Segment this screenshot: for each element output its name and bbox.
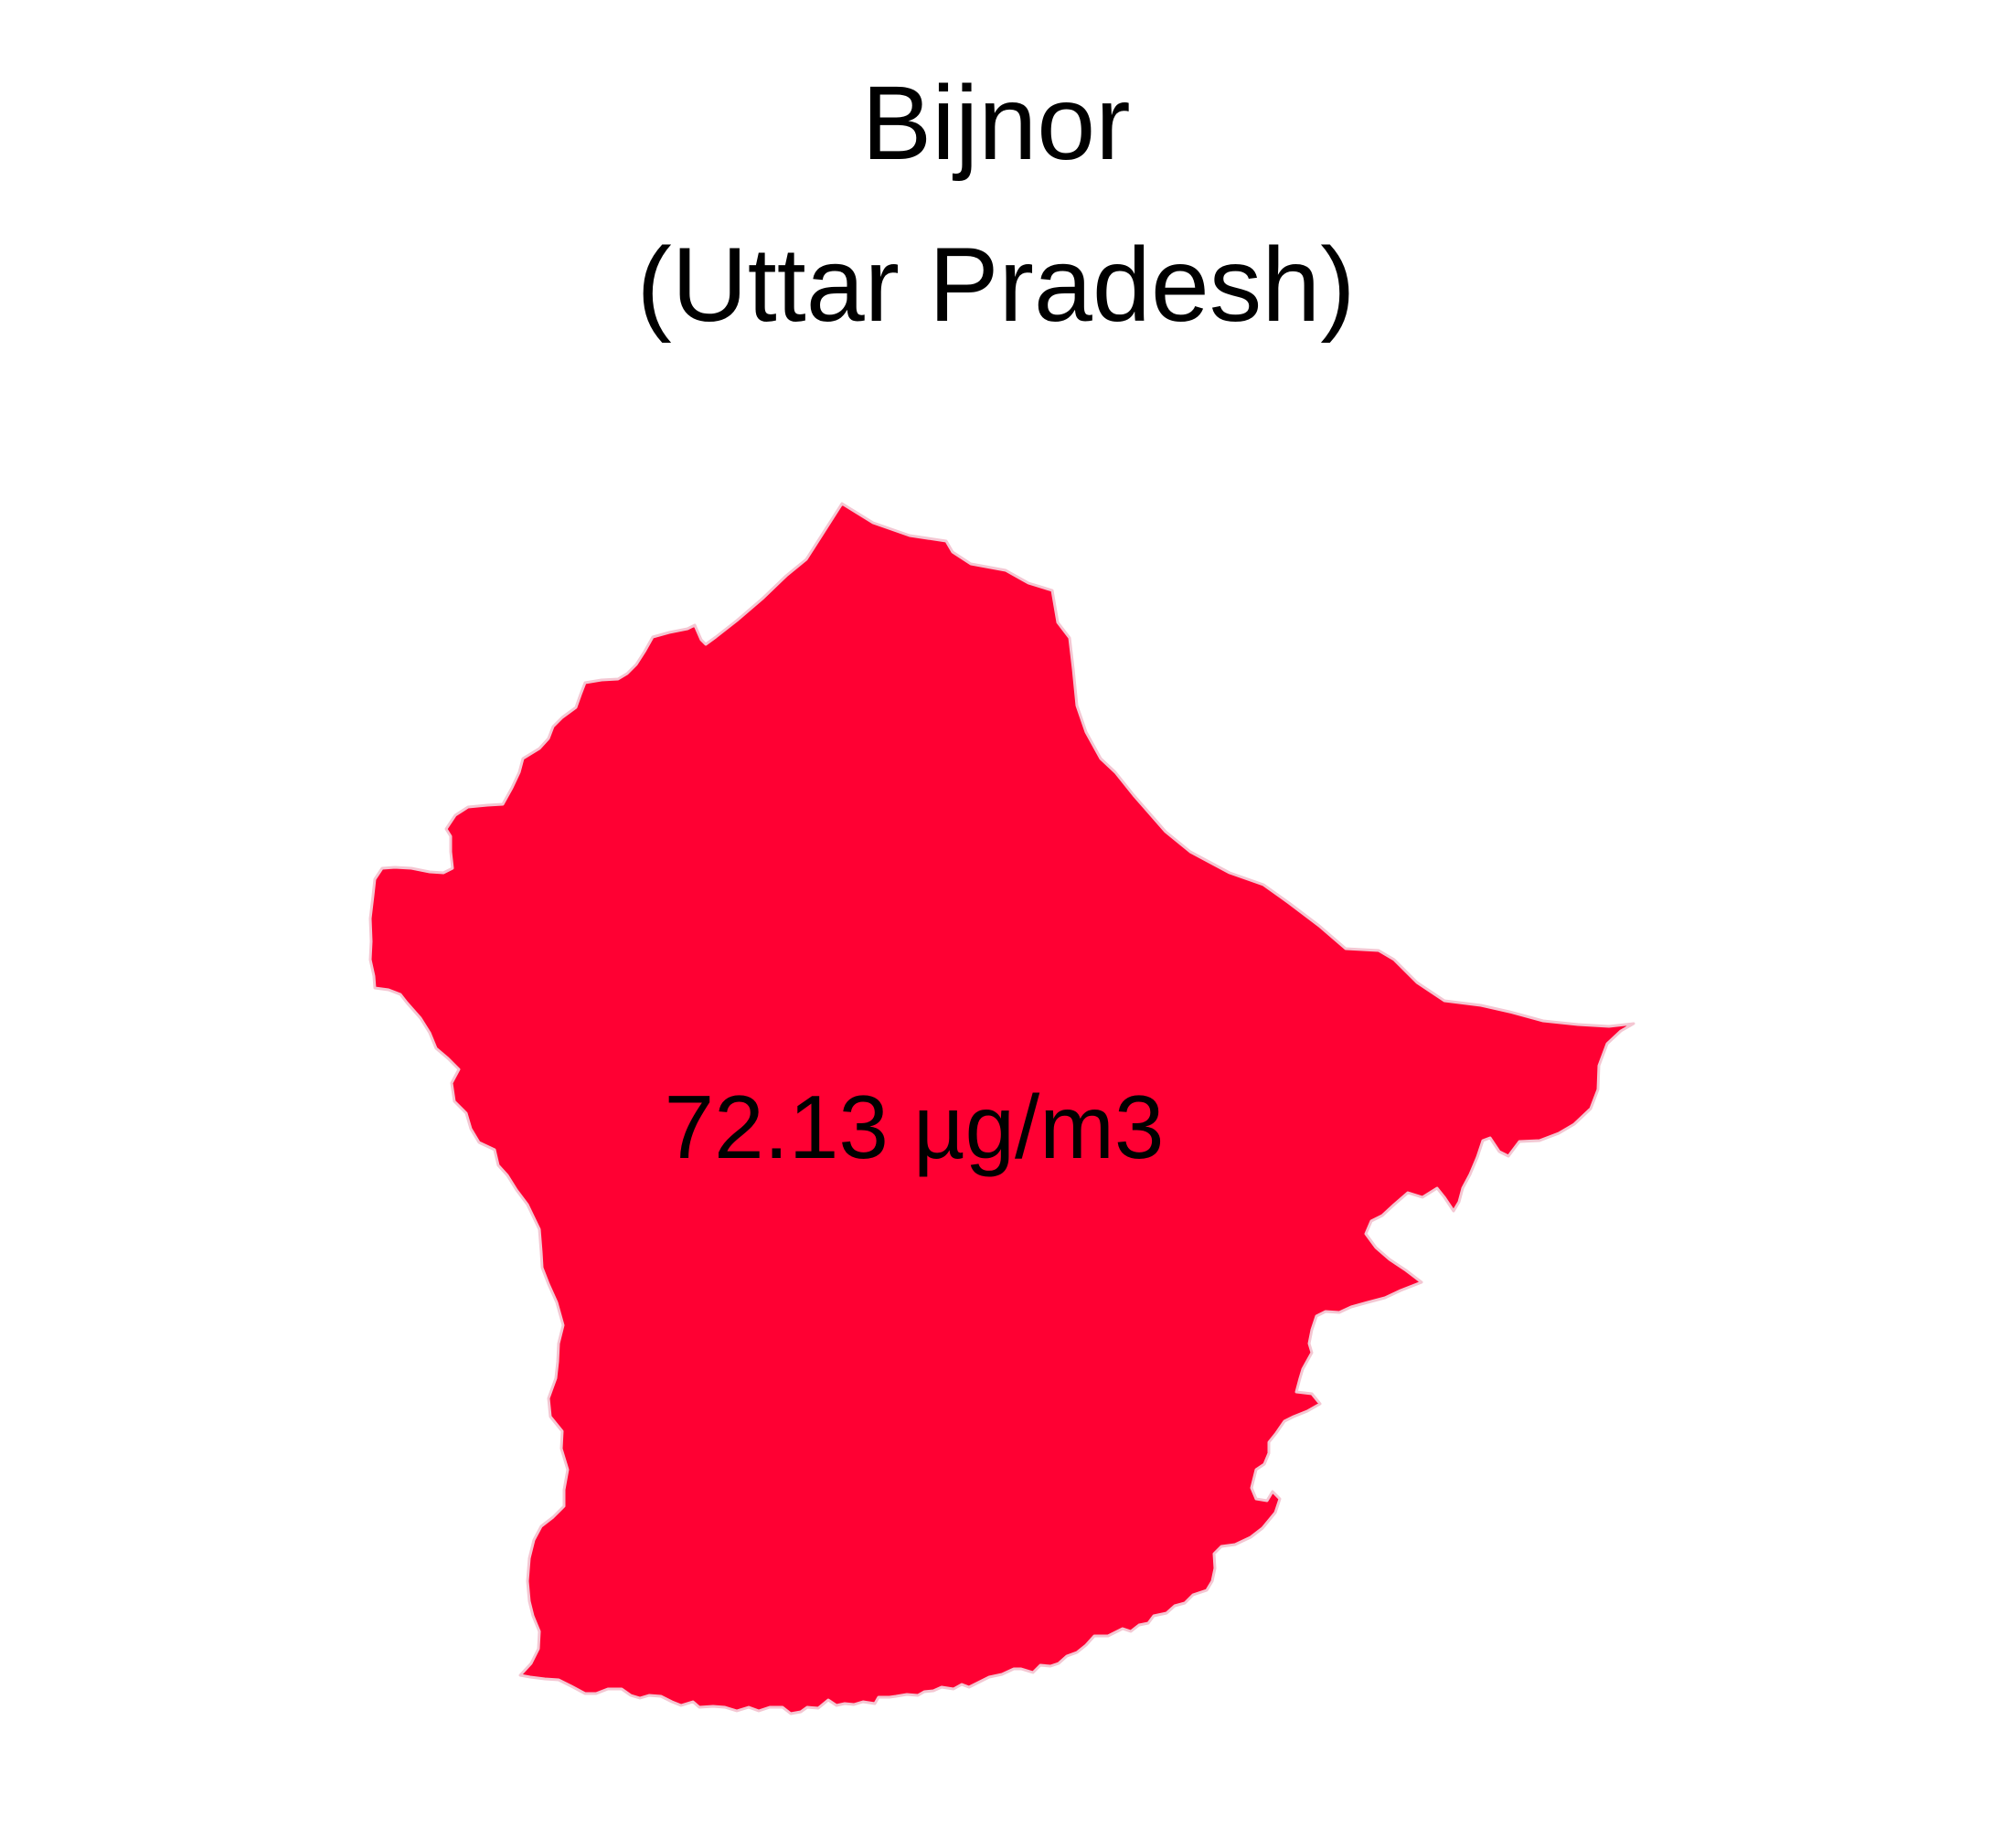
district-value-label: 72.13 µg/m3 <box>665 1077 1165 1177</box>
district-boundary-bijnor <box>368 502 1635 1715</box>
map-title-district: Bijnor <box>861 65 1131 182</box>
map-title-state: (Uttar Pradesh) <box>636 227 1356 344</box>
